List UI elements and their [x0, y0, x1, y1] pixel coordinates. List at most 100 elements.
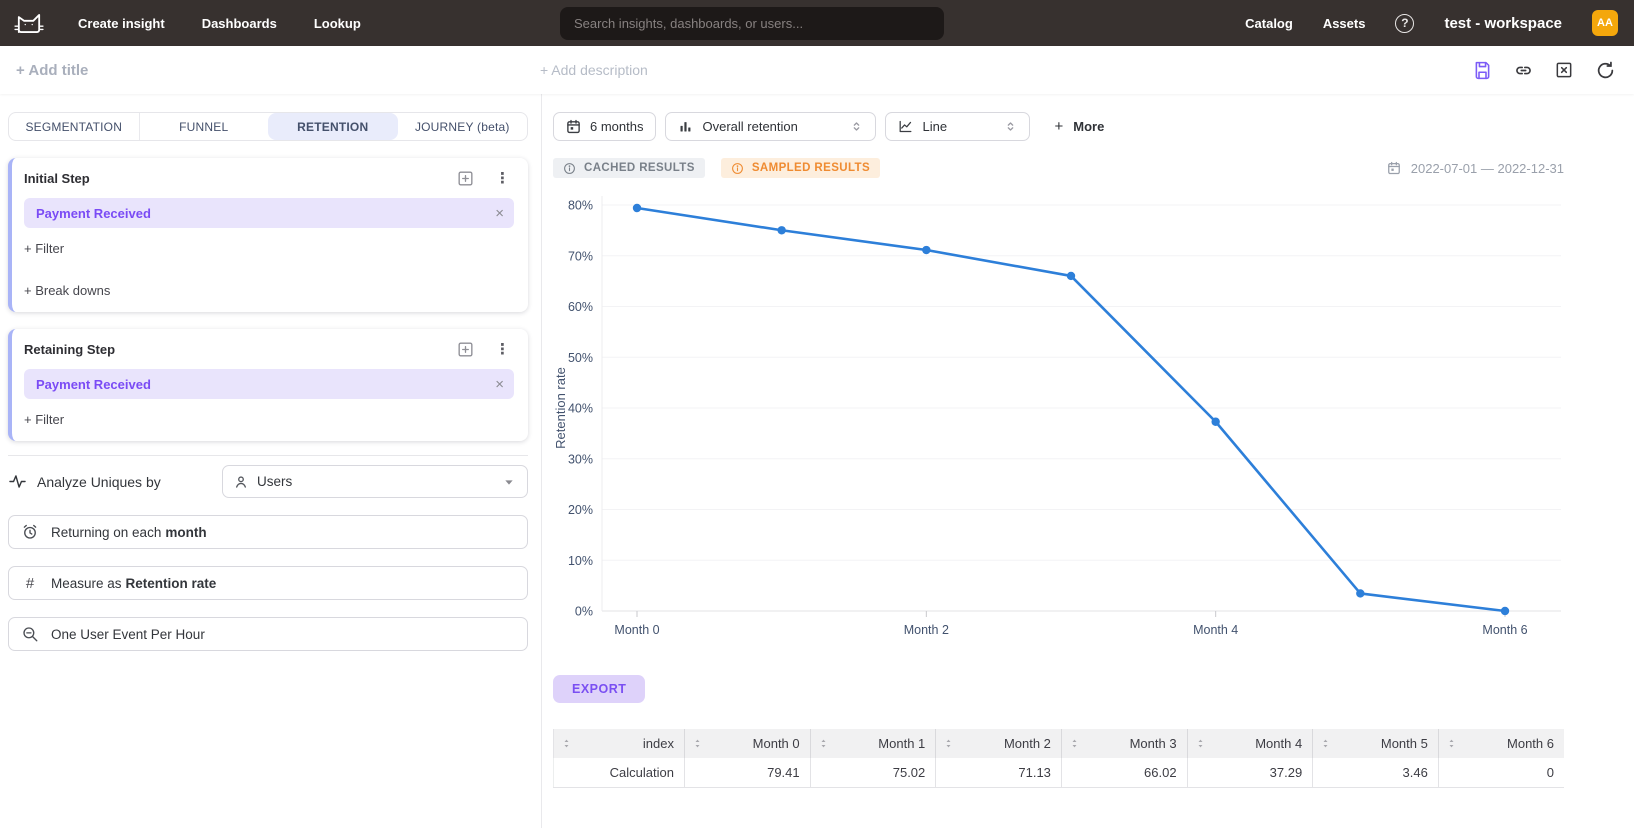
analyze-uniques-select[interactable]: Users [222, 465, 528, 498]
nav-assets[interactable]: Assets [1322, 15, 1366, 31]
initial-step-event-chip[interactable]: Payment Received × [24, 198, 514, 228]
table-header-row: index Month 0 Month 1 Month 2 Month 3 Mo… [553, 729, 1564, 758]
avatar[interactable]: AA [1592, 10, 1618, 36]
sort-icon[interactable] [561, 737, 572, 750]
add-description-field[interactable]: + Add description [540, 62, 648, 78]
x-tick-label: Month 2 [904, 623, 949, 637]
sort-icon[interactable] [818, 737, 829, 750]
more-options-button[interactable]: + More [1054, 118, 1105, 135]
analyze-uniques-value: Users [257, 474, 293, 489]
applied-date-range[interactable]: 2022-07-01 — 2022-12-31 [1387, 161, 1564, 176]
top-nav: Create insight Dashboards Lookup Catalog… [0, 0, 1634, 46]
sort-icon[interactable] [1446, 737, 1457, 750]
retention-line [636, 206, 1506, 613]
retaining-step-event-chip[interactable]: Payment Received × [24, 369, 514, 399]
add-event-icon[interactable] [456, 340, 475, 359]
calendar-icon [1387, 161, 1400, 175]
tab-segmentation[interactable]: SEGMENTATION [25, 119, 123, 134]
y-tick-label: 60% [568, 300, 593, 314]
export-button[interactable]: EXPORT [553, 675, 646, 703]
save-icon[interactable] [1469, 57, 1495, 83]
data-point [1356, 589, 1365, 598]
nav-right-group: Catalog Assets ? test - workspace AA [1245, 10, 1618, 36]
col-header-month2[interactable]: Month 2 [935, 729, 1062, 758]
workspace-name[interactable]: test - workspace [1444, 14, 1562, 32]
y-tick-label: 70% [568, 249, 593, 263]
tab-journey[interactable]: JOURNEY (beta) [414, 119, 510, 134]
sort-icon[interactable] [1069, 737, 1080, 750]
returning-period-button[interactable]: Returning on each month [8, 515, 528, 549]
nav-lookup[interactable]: Lookup [313, 15, 361, 31]
add-breakdowns-button[interactable]: + Break downs [24, 283, 111, 298]
data-point [1500, 606, 1510, 616]
user-icon [236, 475, 246, 488]
data-point [1211, 417, 1220, 426]
x-tick-label: Month 6 [1482, 623, 1527, 637]
link-icon[interactable] [1510, 57, 1536, 83]
y-axis-label: Retention rate [553, 367, 568, 449]
y-tick-label: 10% [568, 554, 593, 568]
col-header-month3[interactable]: Month 3 [1060, 729, 1188, 758]
remove-event-icon[interactable]: × [495, 375, 504, 393]
dedupe-events-button[interactable]: One User Event Per Hour [8, 617, 528, 651]
bar-chart-icon [680, 122, 691, 132]
cached-results-badge: CACHED RESULTS [553, 158, 705, 178]
sort-icon[interactable] [1195, 737, 1206, 750]
app-logo-cat-icon[interactable] [14, 8, 48, 38]
refresh-icon[interactable] [1592, 57, 1618, 83]
kebab-menu-icon[interactable]: ⋮ [495, 170, 510, 187]
add-event-icon[interactable] [456, 169, 475, 188]
x-tick-label: Month 0 [614, 623, 659, 637]
chart-toolbar: 6 months Overall retention [553, 112, 1564, 141]
updown-caret-icon [850, 120, 863, 133]
col-header-index[interactable]: index [553, 729, 685, 758]
measure-as-button[interactable]: # Measure as Retention rate [8, 566, 528, 600]
sort-icon[interactable] [1320, 737, 1331, 750]
col-header-month5[interactable]: Month 5 [1312, 729, 1439, 758]
results-table: index Month 0 Month 1 Month 2 Month 3 Mo… [553, 729, 1564, 788]
col-header-month6[interactable]: Month 6 [1437, 729, 1564, 758]
y-tick-label: 0% [575, 605, 593, 619]
table-row: Calculation 79.41 75.02 71.13 66.02 37.2… [553, 758, 1564, 788]
results-panel: 6 months Overall retention [541, 94, 1634, 828]
sort-icon[interactable] [692, 737, 703, 750]
col-header-month0[interactable]: Month 0 [684, 729, 811, 758]
divider [8, 455, 528, 456]
data-point [777, 226, 786, 235]
cell-month4: 37.29 [1186, 758, 1313, 788]
retention-metric-select[interactable]: Overall retention [665, 112, 877, 141]
data-point [922, 245, 931, 255]
chart-type-select[interactable]: Line [885, 112, 1031, 141]
remove-event-icon[interactable]: × [495, 204, 504, 222]
help-icon[interactable]: ? [1395, 13, 1415, 33]
clear-insight-icon[interactable] [1551, 57, 1577, 83]
col-header-month4[interactable]: Month 4 [1186, 729, 1313, 758]
col-header-month1[interactable]: Month 1 [809, 729, 936, 758]
kebab-menu-icon[interactable]: ⋮ [495, 341, 510, 358]
status-row: CACHED RESULTS SAMPLED RESULTS 2022-07-0… [553, 158, 1564, 178]
analyze-uniques-label: Analyze Uniques by [8, 472, 161, 491]
retaining-step-card: Retaining Step ⋮ Payment Received × + Fi… [8, 329, 528, 441]
retention-line-chart: 0% 10% 20% 30% 40% 50% 60% 70% 80% Retention rate… [553, 196, 1561, 637]
add-filter-button[interactable]: + Filter [24, 241, 65, 256]
chevron-down-icon [501, 474, 517, 490]
search-input[interactable] [560, 7, 944, 40]
pulse-icon [9, 475, 26, 488]
date-range-button[interactable]: 6 months [553, 112, 657, 141]
line-chart-icon [900, 120, 912, 133]
add-filter-button[interactable]: + Filter [24, 412, 65, 427]
cell-month6: 0 [1437, 758, 1564, 788]
sampled-results-badge: SAMPLED RESULTS [720, 158, 881, 178]
cell-month2: 71.13 [935, 758, 1062, 788]
y-tick-label: 50% [568, 351, 593, 365]
event-name: Payment Received [36, 205, 151, 221]
add-title-field[interactable]: + Add title [16, 61, 89, 79]
nav-dashboards[interactable]: Dashboards [201, 15, 277, 31]
sort-icon[interactable] [943, 737, 954, 750]
tab-retention[interactable]: RETENTION [268, 113, 398, 140]
nav-catalog[interactable]: Catalog [1245, 15, 1293, 31]
cell-month5: 3.46 [1312, 758, 1439, 788]
cell-month1: 75.02 [809, 758, 936, 788]
nav-create-insight[interactable]: Create insight [78, 15, 165, 31]
tab-funnel[interactable]: FUNNEL [138, 113, 269, 140]
